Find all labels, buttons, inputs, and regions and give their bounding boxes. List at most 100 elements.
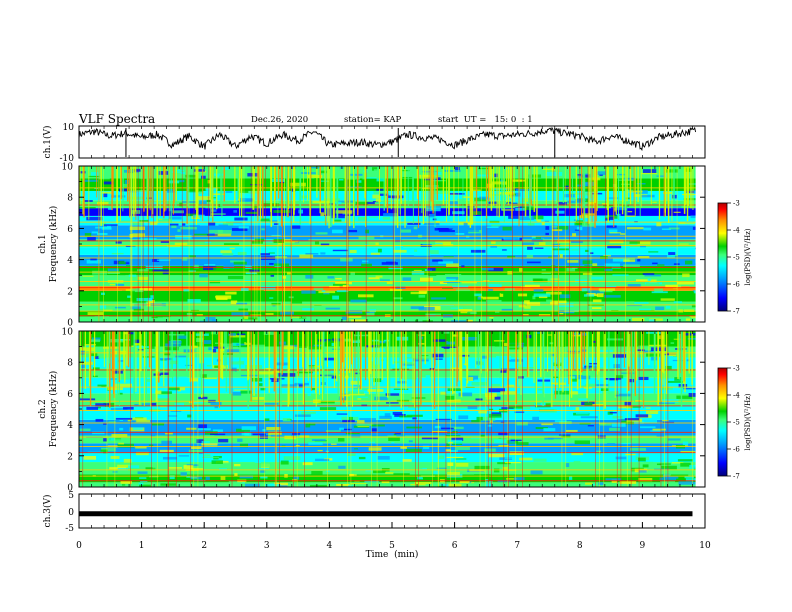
texture-cell bbox=[507, 270, 513, 275]
texture-cell bbox=[551, 353, 555, 357]
texture-cell bbox=[307, 174, 323, 179]
texture-cell bbox=[305, 423, 311, 428]
texture-cell bbox=[614, 393, 631, 397]
texture-cell bbox=[653, 236, 663, 239]
texture-cell bbox=[671, 462, 684, 464]
texture-cell bbox=[689, 285, 700, 287]
texture-cell bbox=[171, 225, 177, 229]
texture-cell bbox=[567, 192, 583, 195]
texture-cell bbox=[254, 460, 262, 463]
texture-cell bbox=[637, 241, 651, 245]
texture-cell bbox=[394, 433, 401, 435]
texture-cell bbox=[530, 470, 543, 475]
texture-cell bbox=[641, 194, 655, 198]
texture-cell bbox=[493, 340, 505, 342]
texture-cell bbox=[131, 345, 135, 348]
texture-cell bbox=[88, 355, 95, 359]
texture-cell bbox=[667, 380, 685, 383]
spectral-band-9 bbox=[79, 239, 705, 248]
texture-cell bbox=[626, 301, 635, 305]
texture-cell bbox=[339, 167, 344, 169]
texture-cell bbox=[408, 440, 413, 443]
texture-cell bbox=[634, 302, 649, 304]
texture-cell bbox=[642, 273, 655, 275]
texture-cell bbox=[600, 255, 608, 260]
texture-cell bbox=[567, 260, 579, 263]
texture-cell bbox=[321, 374, 339, 376]
texture-cell bbox=[455, 447, 470, 451]
texture-cell bbox=[151, 423, 165, 426]
texture-cell bbox=[170, 360, 178, 365]
texture-cell bbox=[310, 395, 327, 399]
texture-cell bbox=[305, 274, 314, 279]
texture-cell bbox=[451, 437, 464, 441]
texture-cell bbox=[603, 255, 612, 257]
texture-cell bbox=[134, 175, 147, 178]
texture-cell bbox=[386, 281, 393, 284]
ch2-spectrogram-ylabel: Frequency (kHz) bbox=[48, 371, 59, 448]
texture-cell bbox=[222, 352, 233, 355]
texture-cell bbox=[512, 179, 523, 182]
texture-cell bbox=[559, 254, 563, 258]
texture-cell bbox=[613, 364, 620, 369]
texture-cell bbox=[678, 481, 694, 485]
texture-cell bbox=[457, 198, 466, 202]
texture-cell bbox=[626, 227, 644, 230]
texture-cell bbox=[556, 226, 569, 230]
texture-cell bbox=[132, 417, 147, 421]
texture-cell bbox=[150, 295, 155, 299]
texture-cell bbox=[299, 254, 314, 258]
texture-cell bbox=[450, 307, 463, 309]
texture-cell bbox=[663, 474, 671, 476]
texture-cell bbox=[92, 270, 107, 275]
texture-cell bbox=[652, 262, 658, 265]
texture-cell bbox=[350, 272, 356, 276]
texture-cell bbox=[202, 456, 220, 458]
spectral-band-3 bbox=[79, 290, 705, 302]
texture-cell bbox=[519, 268, 523, 272]
texture-cell bbox=[501, 209, 515, 211]
ch1-spectrogram-image bbox=[79, 166, 705, 322]
texture-cell bbox=[273, 223, 279, 225]
texture-cell bbox=[637, 258, 641, 262]
texture-cell bbox=[102, 381, 115, 385]
texture-cell bbox=[367, 201, 375, 205]
texture-cell bbox=[519, 216, 535, 221]
texture-cell bbox=[141, 403, 152, 406]
texture-cell bbox=[589, 252, 594, 255]
texture-cell bbox=[181, 257, 188, 261]
texture-cell bbox=[432, 190, 450, 194]
texture-cell bbox=[665, 305, 671, 309]
texture-cell bbox=[468, 376, 474, 381]
texture-cell bbox=[356, 423, 374, 426]
texture-cell bbox=[291, 237, 309, 241]
texture-cell bbox=[447, 338, 461, 342]
texture-cell bbox=[379, 279, 390, 281]
texture-cell bbox=[336, 483, 350, 486]
texture-cell bbox=[649, 319, 655, 322]
texture-cell bbox=[213, 266, 221, 271]
texture-cell bbox=[443, 249, 453, 252]
texture-cell bbox=[544, 220, 550, 223]
texture-cell bbox=[320, 212, 325, 217]
texture-cell bbox=[336, 290, 349, 293]
texture-cell bbox=[208, 229, 223, 234]
texture-cell bbox=[177, 389, 181, 392]
texture-cell bbox=[538, 388, 543, 391]
texture-cell bbox=[444, 274, 462, 277]
texture-cell bbox=[575, 407, 580, 411]
texture-cell bbox=[456, 462, 469, 467]
texture-cell bbox=[216, 297, 228, 301]
texture-cell bbox=[555, 210, 565, 214]
texture-cell bbox=[332, 229, 343, 234]
texture-cell bbox=[117, 220, 131, 222]
texture-cell bbox=[86, 260, 101, 264]
texture-cell bbox=[366, 312, 375, 316]
texture-cell bbox=[518, 305, 526, 308]
texture-cell bbox=[145, 378, 151, 382]
texture-cell bbox=[592, 299, 602, 303]
texture-cell bbox=[109, 338, 125, 343]
texture-cell bbox=[452, 390, 456, 394]
texture-cell bbox=[252, 433, 266, 436]
texture-cell bbox=[388, 266, 403, 270]
